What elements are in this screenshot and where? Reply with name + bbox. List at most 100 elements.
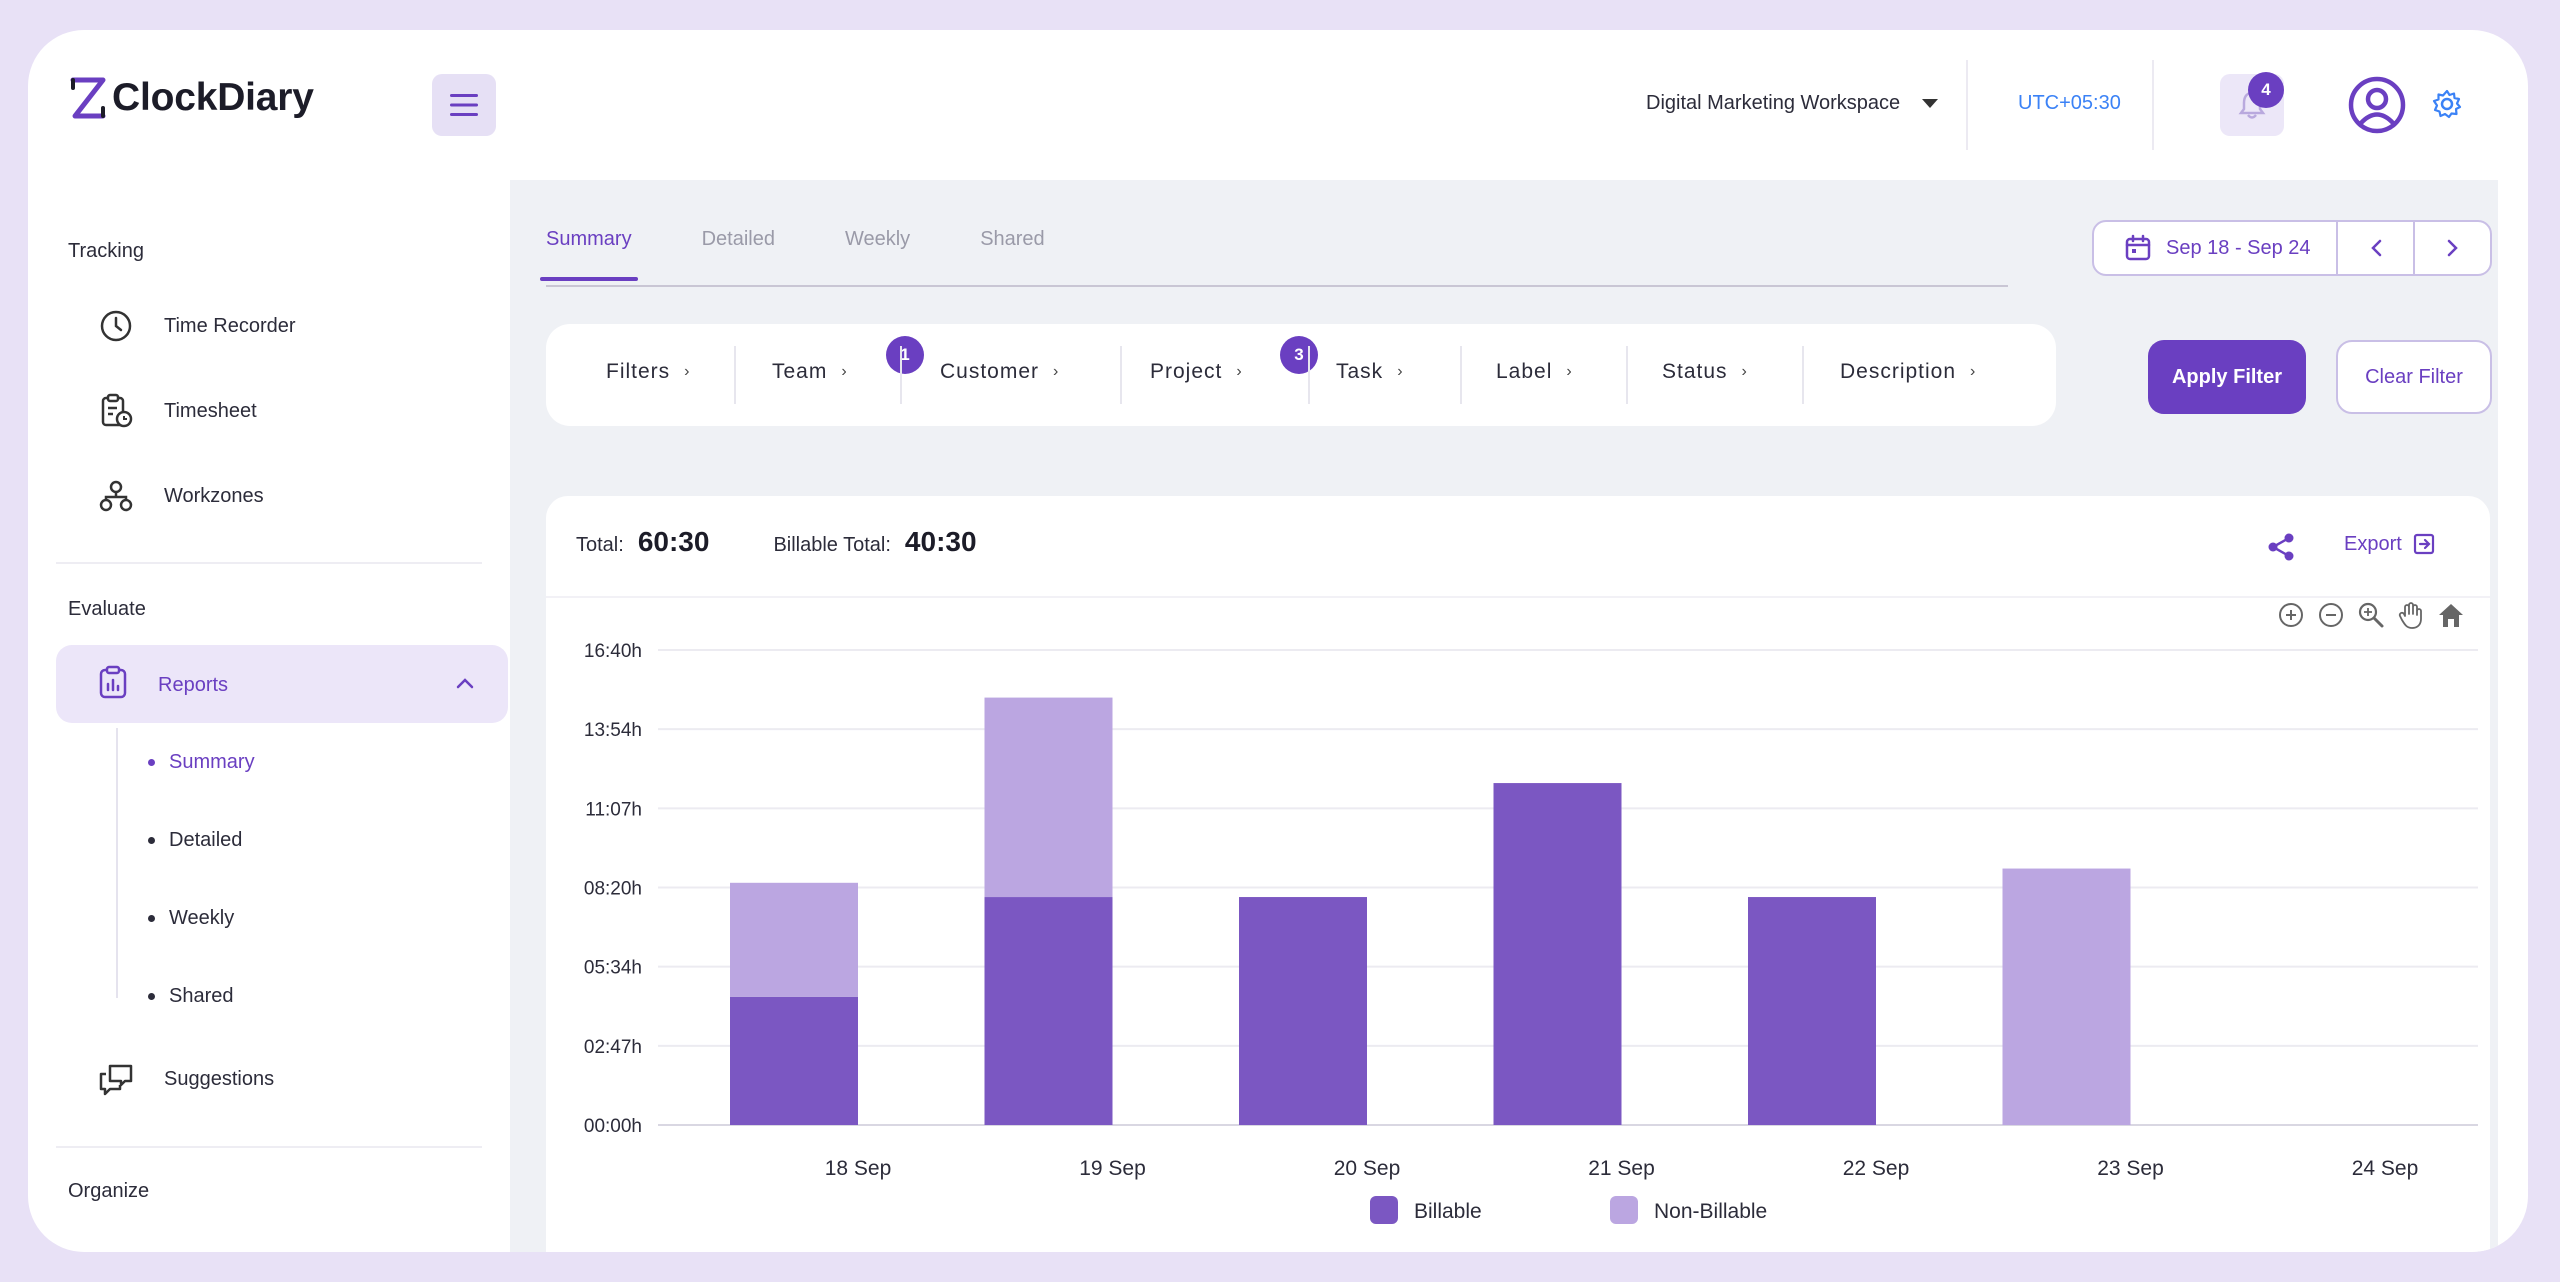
total-label: Total: [576, 534, 624, 556]
report-card: Total: 60:30 Billable Total: 40:30 Expor… [546, 496, 2490, 1252]
clear-filter-button[interactable]: Clear Filter [2336, 340, 2492, 414]
previous-week-button[interactable] [2338, 222, 2415, 274]
filter-project[interactable]: Project › [1150, 360, 1243, 384]
chevron-right-icon: › [841, 363, 848, 380]
billable-total-value: 40:30 [904, 526, 977, 557]
pan-hand-icon[interactable] [2396, 600, 2426, 630]
x-tick-label: 23 Sep [2097, 1157, 2164, 1180]
section-label-organize: Organize [68, 1180, 150, 1202]
x-tick-label: 24 Sep [2352, 1157, 2419, 1180]
filter-customer[interactable]: Customer › [940, 360, 1059, 384]
y-tick-label: 16:40h [584, 641, 642, 662]
billable-total-label: Billable Total: [773, 534, 891, 556]
sidebar-item-reports[interactable]: Reports [56, 645, 508, 723]
zoom-out-icon[interactable] [2316, 600, 2346, 630]
project-filter-count-badge: 3 [1280, 336, 1318, 374]
filter-label: Filters [606, 360, 671, 383]
chart-toolbar [2276, 600, 2466, 630]
chevron-right-icon: › [1236, 363, 1243, 380]
filter-description[interactable]: Description › [1840, 360, 1976, 384]
bar-non-billable [2002, 868, 2131, 1125]
chevron-right-icon: › [684, 363, 691, 380]
x-tick-label: 21 Sep [1588, 1157, 1655, 1180]
apply-filter-button[interactable]: Apply Filter [2148, 340, 2306, 414]
sidebar-divider [56, 562, 482, 564]
bar-billable [1748, 897, 1876, 1125]
filter-team[interactable]: Team › [772, 360, 848, 384]
section-label-tracking: Tracking [68, 240, 144, 262]
export-label: Export [2344, 532, 2402, 555]
timezone-label[interactable]: UTC+05:30 [2018, 92, 2121, 114]
gear-icon [2432, 89, 2462, 119]
magnifier-zoom-icon[interactable] [2356, 600, 2386, 630]
workspace-selector[interactable]: Digital Marketing Workspace [1646, 92, 1939, 115]
app-window: ClockDiary Digital Marketing Workspace U… [28, 30, 2528, 1252]
clock-icon [98, 308, 134, 344]
subitem-label: Detailed [169, 829, 243, 851]
filter-divider [1308, 346, 1310, 404]
chevron-right-icon: › [1397, 363, 1404, 380]
legend-label: Non-Billable [1654, 1200, 1767, 1223]
home-reset-icon[interactable] [2436, 600, 2466, 630]
menu-toggle-button[interactable] [432, 74, 496, 136]
tab-summary[interactable]: Summary [540, 228, 638, 281]
x-tick-label: 22 Sep [1843, 1157, 1910, 1180]
x-tick-label: 18 Sep [825, 1157, 892, 1180]
workzones-icon [98, 478, 134, 514]
next-week-button[interactable] [2415, 222, 2490, 274]
sidebar-item-workzones[interactable]: Workzones [98, 471, 264, 521]
team-filter-count-badge: 1 [886, 336, 924, 374]
legend-swatch [1370, 1196, 1398, 1224]
bar-billable [730, 996, 858, 1125]
sidebar-item-label: Reports [158, 673, 229, 696]
chat-bubbles-icon [98, 1061, 134, 1097]
filter-task[interactable]: Task › [1336, 360, 1404, 384]
filter-filters[interactable]: Filters › [606, 360, 691, 384]
settings-button[interactable] [2432, 89, 2462, 124]
submenu-tree-line [116, 728, 118, 998]
sidebar-item-label: Workzones [164, 484, 264, 507]
total-value: 60:30 [637, 526, 710, 557]
export-button[interactable]: Export [2344, 532, 2436, 556]
filter-label: Team [772, 360, 828, 383]
sidebar-item-timesheet[interactable]: Timesheet [98, 386, 257, 436]
y-tick-label: 05:34h [584, 958, 642, 979]
notification-count-badge: 4 [2248, 72, 2284, 108]
sidebar-item-time-recorder[interactable]: Time Recorder [98, 301, 296, 351]
sidebar-subitem-summary[interactable]: Summary [148, 751, 255, 774]
chevron-right-icon: › [1741, 363, 1748, 380]
y-tick-label: 00:00h [584, 1116, 642, 1137]
date-range-button[interactable]: Sep 18 - Sep 24 [2094, 222, 2338, 274]
tabs-underline [546, 285, 2008, 287]
chevron-right-icon: › [1970, 363, 1977, 380]
bar-billable [1493, 783, 1622, 1125]
sidebar-divider [56, 1146, 482, 1148]
x-tick-label: 19 Sep [1079, 1157, 1146, 1180]
filter-status[interactable]: Status › [1662, 360, 1748, 384]
sidebar-item-label: Suggestions [164, 1067, 275, 1090]
filter-divider [1460, 346, 1462, 404]
chevron-right-icon: › [1053, 363, 1060, 380]
totals-summary: Total: 60:30 Billable Total: 40:30 [576, 526, 1041, 558]
app-logo[interactable]: ClockDiary [70, 76, 314, 120]
sidebar-subitem-weekly[interactable]: Weekly [148, 907, 234, 930]
zoom-in-icon[interactable] [2276, 600, 2306, 630]
filter-label[interactable]: Label › [1496, 360, 1573, 384]
filter-divider [1802, 346, 1804, 404]
sidebar-subitem-detailed[interactable]: Detailed [148, 829, 242, 852]
sidebar-item-suggestions[interactable]: Suggestions [98, 1054, 274, 1104]
y-tick-label: 13:54h [584, 720, 642, 741]
tab-detailed[interactable]: Detailed [701, 228, 775, 250]
bar-non-billable [984, 697, 1113, 898]
filter-divider [1626, 346, 1628, 404]
header-divider [2152, 60, 2154, 150]
user-avatar-button[interactable] [2348, 76, 2406, 139]
sidebar-subitem-shared[interactable]: Shared [148, 985, 234, 1008]
tab-weekly[interactable]: Weekly [844, 228, 911, 250]
date-range-picker: Sep 18 - Sep 24 [2092, 220, 2492, 276]
share-button[interactable] [2266, 532, 2296, 567]
calendar-icon [2125, 234, 2151, 261]
filter-label: Status [1662, 360, 1728, 383]
tab-shared[interactable]: Shared [980, 228, 1045, 250]
bar-billable [1239, 897, 1367, 1125]
